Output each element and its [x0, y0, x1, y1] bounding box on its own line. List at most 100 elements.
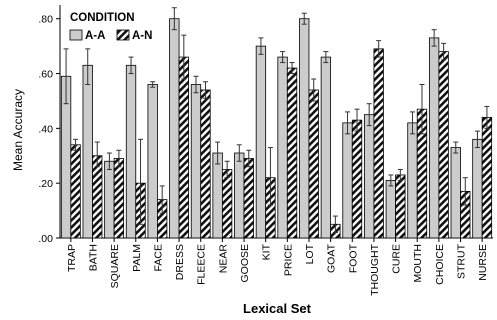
x-tick-label-palm: PALM — [131, 244, 143, 272]
x-tick-label-trap: TRAP — [66, 244, 78, 272]
error-bar-a-a-near — [215, 141, 221, 165]
x-tick-label-choice: CHOICE — [434, 244, 446, 285]
x-tick-label-nurse: NURSE — [477, 244, 489, 281]
x-tick-label-foot: FOOT — [347, 243, 359, 273]
error-bar-a-n-goat — [332, 215, 338, 234]
x-tick-label-mouth: MOUTH — [412, 244, 424, 283]
error-bar-a-a-thought — [366, 103, 372, 127]
error-bar-a-a-square — [106, 152, 112, 170]
bar-a-n-square — [113, 158, 125, 239]
x-tick-label-price: PRICE — [282, 244, 294, 276]
bar-a-a-thought — [364, 114, 375, 239]
error-bar-a-n-dress — [181, 34, 187, 80]
error-bar-a-a-goat — [323, 51, 329, 64]
y-tick-labels: .00 .20 .40 .60 .80 — [38, 14, 53, 245]
error-bar-a-n-nurse — [484, 105, 490, 129]
legend-label-a-n: A-N — [132, 30, 152, 42]
bar-a-n-foot — [351, 119, 363, 239]
x-tick-label-face: FACE — [152, 244, 164, 271]
error-bar-a-n-bath — [94, 141, 100, 168]
x-tick-label-bath: BATH — [87, 244, 99, 271]
error-bar-a-a-nurse — [474, 130, 480, 149]
bar-a-a-face — [147, 84, 158, 239]
bar-a-a-dress — [169, 18, 180, 239]
bar-a-n-nurse — [481, 116, 493, 239]
error-bar-a-n-mouth — [419, 83, 425, 135]
error-bar-a-a-price — [280, 51, 286, 64]
x-tick-label-thought: THOUGHT — [369, 243, 381, 295]
legend-title: CONDITION — [70, 12, 135, 24]
error-bar-a-n-choice — [441, 42, 447, 61]
error-bar-a-n-face — [159, 185, 165, 214]
bar-a-a-cure — [385, 180, 396, 239]
bar-a-a-palm — [125, 64, 137, 239]
bar-a-a-mouth — [407, 122, 418, 239]
error-bar-a-a-lot — [301, 12, 307, 25]
error-bar-a-n-trap — [73, 138, 79, 151]
error-bar-a-a-kit — [258, 37, 264, 55]
error-bar-a-a-goose — [236, 144, 242, 162]
bar-a-a-choice — [428, 37, 440, 239]
bars — [60, 18, 493, 239]
error-bar-a-n-strut — [462, 177, 468, 206]
x-tick-label-strut: STRUT — [456, 243, 468, 279]
bar-a-a-price — [277, 56, 288, 239]
bar-a-n-bath — [92, 155, 103, 239]
error-bar-a-n-lot — [311, 78, 317, 102]
error-bar-a-a-trap — [63, 48, 69, 105]
error-bar-a-a-face — [150, 81, 156, 88]
bar-a-n-choice — [438, 51, 449, 239]
bar-a-a-goat — [320, 56, 332, 239]
error-bar-a-n-kit — [267, 147, 273, 206]
x-tick-label-near: NEAR — [217, 244, 229, 274]
error-bar-a-a-choice — [431, 29, 437, 47]
x-tick-label-dress: DRESS — [174, 244, 186, 280]
error-bar-a-a-dress — [171, 7, 177, 31]
error-bar-a-a-bath — [85, 48, 91, 85]
x-tick-label-fleece: FLEECE — [196, 244, 208, 285]
legend: CONDITION A-A A-N — [69, 12, 152, 42]
error-bar-a-a-cure — [388, 174, 394, 187]
bar-a-n-price — [286, 67, 298, 239]
legend-swatch-a-n — [116, 29, 130, 41]
bar-a-a-lot — [299, 18, 310, 239]
error-bar-a-n-foot — [354, 108, 360, 132]
error-bar-a-a-fleece — [193, 75, 199, 94]
bar-a-a-strut — [450, 147, 461, 239]
y-tick-label: .20 — [38, 178, 53, 190]
bar-a-n-near — [221, 169, 233, 239]
error-bar-a-n-price — [289, 62, 295, 75]
x-tick-labels: TRAP BATH SQUARE PALM FACE DRESS FLEECE NEAR GOO… — [66, 243, 489, 296]
bar-a-n-trap — [70, 144, 81, 239]
error-bar-a-a-palm — [128, 56, 134, 75]
bar-a-n-goose — [243, 158, 254, 239]
bar-a-a-fleece — [190, 84, 202, 239]
error-bar-a-n-cure — [397, 168, 403, 181]
x-tick-label-square: SQUARE — [109, 244, 121, 288]
error-bars — [63, 7, 490, 234]
bar-a-a-square — [104, 160, 115, 239]
bar-a-a-bath — [82, 64, 93, 239]
bar-a-n-dress — [178, 56, 189, 239]
error-bar-a-n-palm — [138, 138, 144, 225]
error-bar-a-a-strut — [453, 141, 459, 154]
bar-a-a-kit — [255, 45, 267, 239]
x-axis-title: Lexical Set — [243, 301, 312, 316]
x-tick-label-kit: KIT — [261, 243, 273, 260]
y-tick-label: .40 — [38, 123, 53, 135]
y-tick-label: .80 — [38, 14, 53, 26]
bar-a-n-cure — [395, 174, 406, 239]
bar-a-a-goose — [234, 152, 245, 239]
error-bar-a-n-goose — [246, 149, 252, 168]
error-bar-a-n-square — [116, 149, 122, 168]
x-tick-label-goose: GOOSE — [239, 244, 251, 283]
error-bar-a-n-fleece — [202, 81, 208, 99]
legend-label-a-a: A-A — [85, 30, 105, 42]
x-tick-label-goat: GOAT — [326, 243, 338, 273]
bar-a-a-foot — [342, 122, 353, 239]
bar-a-n-thought — [373, 48, 384, 239]
error-bar-a-a-mouth — [409, 111, 415, 135]
legend-swatch-a-a — [69, 29, 83, 41]
error-bar-a-a-foot — [345, 111, 351, 135]
